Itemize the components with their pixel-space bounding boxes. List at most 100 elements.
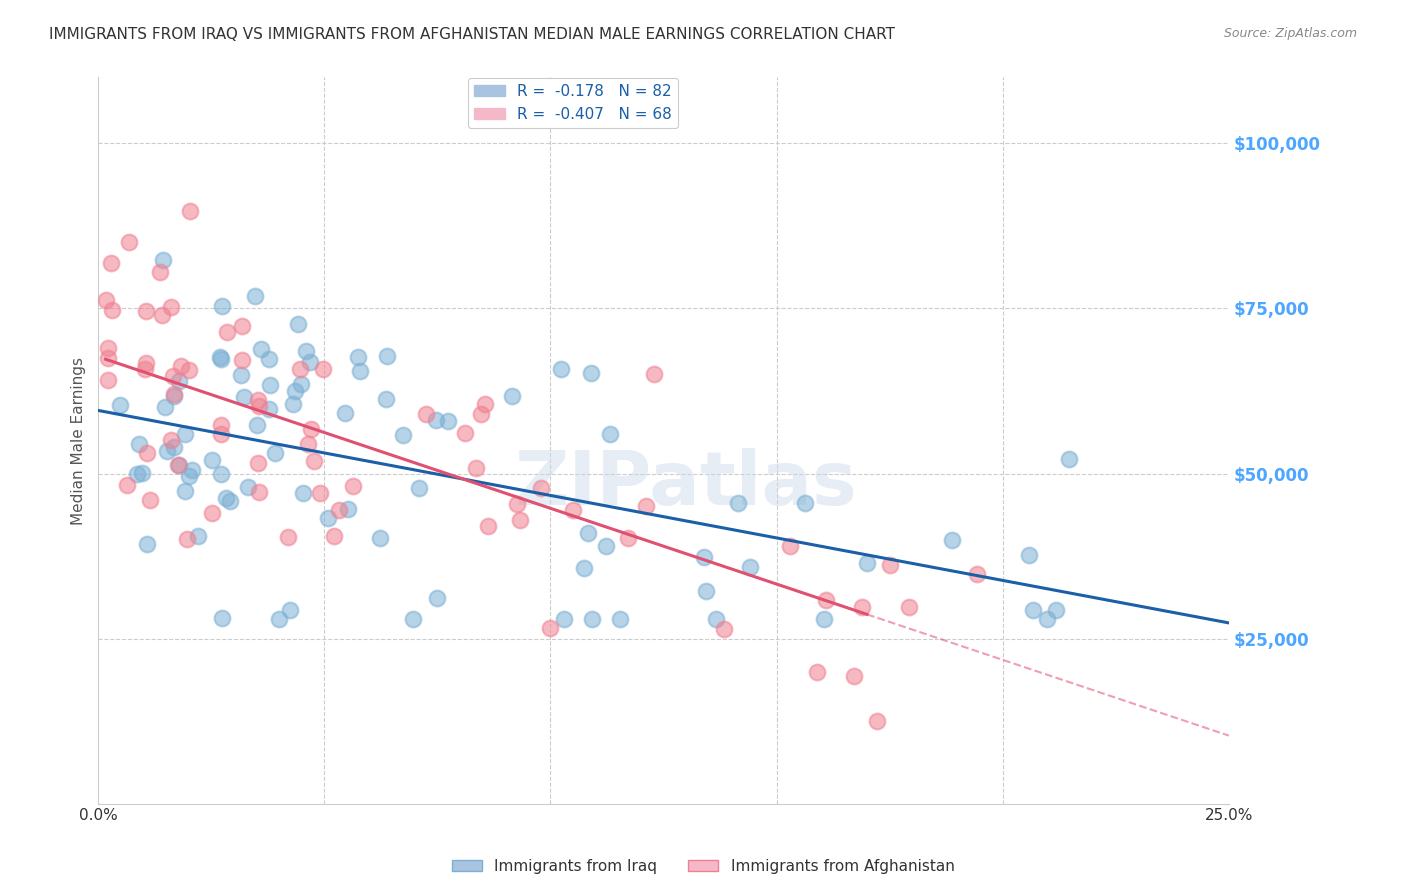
Point (215, 491, 238, 505)
Point (277, 530, 299, 544)
Point (152, 252, 174, 267)
Point (231, 318, 253, 333)
Point (215, 325, 238, 339)
Point (941, 533, 963, 548)
Point (211, 299, 233, 313)
Point (163, 389, 186, 403)
Point (259, 378, 281, 392)
Point (814, 592, 837, 607)
Point (813, 612, 835, 626)
Point (415, 407, 437, 421)
Point (174, 483, 197, 498)
Point (177, 362, 200, 376)
Point (179, 204, 201, 219)
Point (302, 454, 325, 468)
Point (581, 612, 603, 626)
Legend: Immigrants from Iraq, Immigrants from Afghanistan: Immigrants from Iraq, Immigrants from Af… (446, 853, 960, 880)
Point (391, 428, 413, 442)
Point (139, 493, 162, 508)
Point (335, 406, 357, 420)
Point (245, 288, 267, 302)
Point (162, 387, 184, 401)
Point (211, 351, 233, 366)
Point (267, 612, 290, 626)
Legend: R =  -0.178   N = 82, R =  -0.407   N = 68: R = -0.178 N = 82, R = -0.407 N = 68 (468, 78, 678, 128)
Point (187, 528, 209, 542)
Point (579, 366, 602, 380)
Point (477, 519, 499, 533)
Point (794, 496, 817, 510)
Point (174, 426, 197, 441)
Point (209, 467, 232, 481)
Point (128, 437, 150, 451)
Point (505, 497, 527, 511)
Point (1045, 603, 1067, 617)
Point (316, 511, 339, 525)
Point (693, 549, 716, 564)
Point (209, 418, 232, 433)
Point (425, 413, 447, 427)
Point (284, 384, 307, 399)
Point (290, 377, 312, 392)
Point (842, 669, 865, 683)
Point (181, 463, 204, 477)
Point (201, 506, 224, 520)
Point (231, 353, 253, 368)
Point (1057, 451, 1080, 466)
Point (233, 390, 256, 404)
Point (292, 485, 315, 500)
Point (97, 373, 120, 387)
Point (408, 481, 430, 495)
Text: Source: ZipAtlas.com: Source: ZipAtlas.com (1223, 27, 1357, 40)
Point (229, 368, 252, 382)
Point (1036, 612, 1059, 626)
Point (695, 584, 717, 599)
Point (263, 446, 285, 460)
Point (474, 396, 496, 410)
Point (509, 513, 531, 527)
Point (879, 558, 901, 572)
Point (426, 591, 449, 606)
Point (738, 560, 761, 574)
Point (323, 529, 346, 543)
Point (176, 533, 198, 547)
Point (167, 458, 190, 472)
Point (634, 499, 657, 513)
Point (238, 480, 260, 494)
Point (117, 478, 139, 492)
Point (155, 400, 177, 414)
Point (328, 503, 350, 517)
Point (297, 437, 319, 451)
Point (118, 235, 141, 250)
Point (281, 397, 304, 411)
Point (299, 422, 322, 436)
Point (201, 452, 224, 467)
Point (727, 496, 749, 510)
Point (160, 300, 183, 314)
Point (97, 351, 120, 366)
Point (897, 600, 920, 615)
Point (347, 350, 370, 364)
Point (134, 362, 156, 376)
Point (572, 561, 595, 575)
Point (374, 392, 396, 406)
Point (704, 612, 727, 626)
Point (246, 456, 269, 470)
Point (538, 621, 561, 635)
Point (464, 460, 486, 475)
Point (167, 374, 190, 388)
Point (156, 444, 179, 458)
Point (247, 485, 270, 500)
Point (643, 368, 665, 382)
Point (97, 341, 120, 355)
Point (1018, 549, 1040, 563)
Point (127, 467, 149, 482)
Point (101, 303, 124, 318)
Point (247, 399, 270, 413)
Point (309, 485, 332, 500)
Point (851, 599, 873, 614)
Point (453, 425, 475, 440)
Text: IMMIGRANTS FROM IRAQ VS IMMIGRANTS FROM AFGHANISTAN MEDIAN MALE EARNINGS CORRELA: IMMIGRANTS FROM IRAQ VS IMMIGRANTS FROM … (49, 27, 896, 42)
Point (375, 349, 398, 363)
Point (149, 265, 172, 279)
